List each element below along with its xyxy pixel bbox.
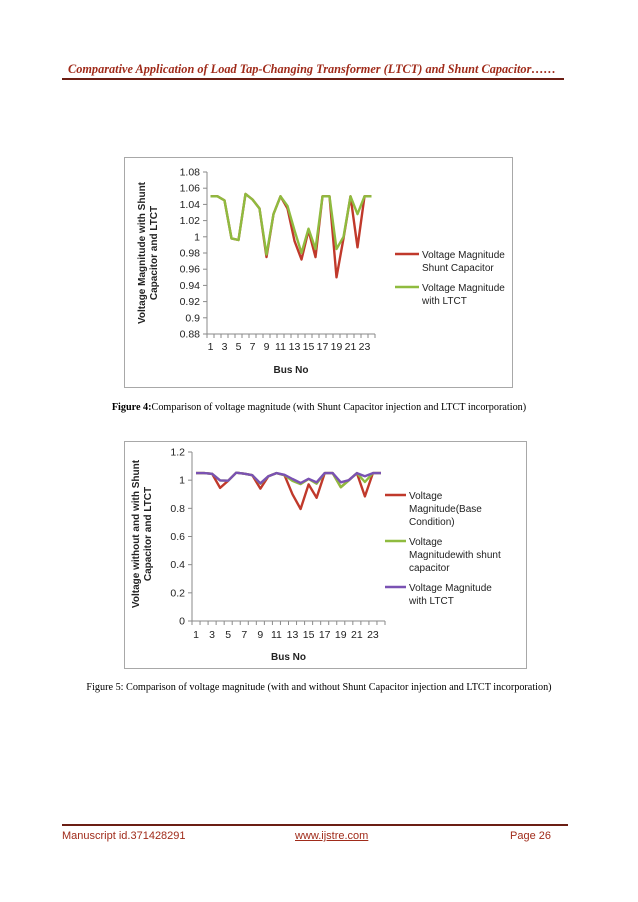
figure5-chart-svg: 00.20.40.60.811.21 3 5 7 9 11 13 15 17 19 21 23Bus … (131, 447, 501, 664)
x-tick-label: 9 (264, 341, 270, 353)
x-tick-label: 7 (250, 341, 256, 353)
y-tick-label: 0.6 (170, 531, 185, 543)
x-axis-title: Bus No (271, 652, 306, 663)
x-axis-title: Bus No (274, 365, 309, 376)
x-tick-label: 5 (225, 629, 231, 641)
legend-label-line: Magnitude(Base (409, 504, 482, 515)
y-tick-label: 0.98 (180, 248, 201, 260)
x-tick-label: 5 (236, 341, 242, 353)
y-tick-label: 1.08 (180, 167, 201, 179)
x-tick-label: 23 (367, 629, 379, 641)
y-tick-label: 0.96 (180, 264, 201, 276)
legend-label-line: Voltage Magnitude (422, 283, 505, 294)
y-tick-label: 1.02 (180, 215, 201, 227)
y-tick-label: 0 (179, 616, 185, 628)
legend-label-line: capacitor (409, 563, 450, 574)
footer-rule (62, 824, 568, 826)
x-tick-label: 17 (317, 341, 329, 353)
x-tick-label: 15 (303, 341, 315, 353)
y-tick-label: 0.4 (170, 559, 185, 571)
figure4-caption-text: Comparison of voltage magnitude (with Sh… (151, 402, 527, 413)
y-tick-label: 0.94 (180, 280, 201, 292)
x-tick-label: 7 (241, 629, 247, 641)
running-header: Comparative Application of Load Tap-Chan… (68, 62, 556, 76)
legend-label-line: Voltage Magnitude (409, 583, 492, 594)
legend-label-line: Voltage (409, 537, 443, 548)
legend-label-line: with LTCT (421, 296, 467, 307)
legend-label-line: Voltage (409, 491, 443, 502)
header-rule (62, 78, 564, 80)
legend-label-line: Condition) (409, 517, 455, 528)
figure5-chart: 0 0.2 0.4 0.6 0.8 1 1.2 1 3 5 7 9 11 13 15 17 19 21 23 Bus … (124, 441, 527, 669)
y-tick-label: 0.88 (180, 329, 201, 341)
legend-label-line: Magnitudewith shunt (409, 550, 501, 561)
x-tick-label: 3 (222, 341, 228, 353)
x-tick-label: 1 (193, 629, 199, 641)
series-line-2 (210, 192, 372, 256)
y-axis-title-line: Voltage Magnitude with Shunt (137, 181, 148, 324)
x-tick-label: 3 (209, 629, 215, 641)
y-tick-label: 0.9 (185, 312, 200, 324)
figure4-chart: 0.88 0.9 0.92 0.94 0.96 0.98 1 1.02 1.04 1.06 1.08… (124, 157, 513, 388)
y-tick-label: 0.8 (170, 503, 185, 515)
figure5-caption: Figure 5: Comparison of voltage magnitud… (86, 682, 552, 693)
y-tick-label: 1.06 (180, 183, 201, 195)
series-line-1 (210, 192, 372, 279)
legend-label-line: Voltage Magnitude (422, 250, 505, 261)
x-tick-label: 19 (335, 629, 347, 641)
footer-page-number: Page 26 (510, 830, 551, 842)
x-tick-label: 23 (359, 341, 371, 353)
footer-manuscript-id: Manuscript id.371428291 (62, 830, 186, 842)
x-tick-label: 17 (319, 629, 331, 641)
y-tick-label: 1.2 (170, 447, 185, 459)
y-axis-title-line: Voltage without and with Shunt (131, 459, 142, 608)
x-tick-label: 13 (289, 341, 301, 353)
footer-website-link[interactable]: www.ijstre.com (295, 830, 369, 842)
y-tick-label: 1 (179, 475, 185, 487)
x-tick-label: 21 (351, 629, 363, 641)
legend-label-line: with LTCT (408, 596, 454, 607)
x-tick-label: 11 (271, 629, 282, 641)
figure4-chart-svg: 0.88 0.9 0.92 0.94 0.96 0.98 1 1.02 1.04 1.06 1.08… (137, 167, 505, 377)
figure4-caption: Figure 4:Comparison of voltage magnitude… (62, 402, 576, 414)
y-axis-title-line: Capacitor and LTCT (149, 206, 160, 300)
y-tick-label: 1.04 (180, 199, 201, 211)
legend-label-line: Shunt Capacitor (422, 263, 494, 274)
y-tick-label: 0.2 (170, 587, 185, 599)
y-axis-title-line: Capacitor and LTCT (143, 487, 154, 581)
x-tick-label: 19 (331, 341, 343, 353)
x-tick-label: 11 (275, 341, 286, 353)
y-tick-label: 0.92 (180, 296, 201, 308)
x-tick-label: 1 (208, 341, 214, 353)
x-tick-label: 15 (303, 629, 315, 641)
x-tick-label: 9 (257, 629, 263, 641)
y-tick-label: 1 (194, 231, 200, 243)
series-line-3 (196, 471, 381, 485)
x-tick-label: 21 (345, 341, 357, 353)
figure4-caption-label: Figure 4: (111, 402, 152, 413)
x-tick-label: 13 (287, 629, 299, 641)
